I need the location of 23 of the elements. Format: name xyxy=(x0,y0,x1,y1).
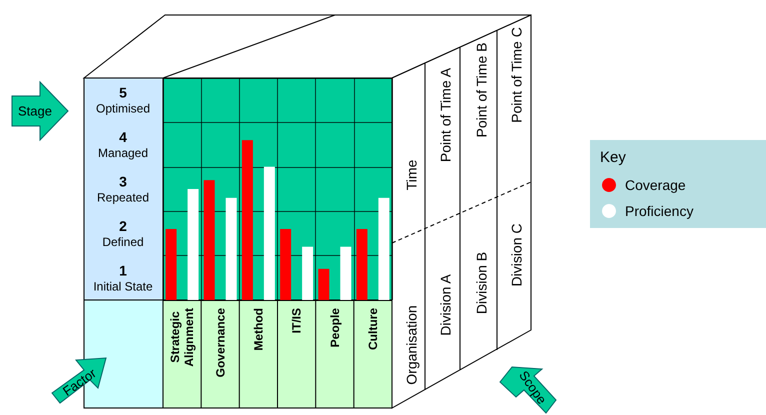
text: Division C xyxy=(508,223,525,287)
y-tick-label: 5 Optimised xyxy=(96,84,150,116)
text: Point of Time A xyxy=(438,67,454,162)
x-tick-label: Strategic Alignment xyxy=(168,308,196,367)
x-tick-label: People xyxy=(328,308,342,348)
x-tick-label: Culture xyxy=(366,308,380,350)
text: Time xyxy=(404,159,420,190)
text: Point of Time B xyxy=(474,42,490,138)
text: Stage xyxy=(18,103,52,118)
legend-label: Proficiency xyxy=(625,203,694,219)
text: Point of Time C xyxy=(508,27,525,123)
x-tick-label: Method xyxy=(251,308,266,351)
text: Organisation xyxy=(404,305,420,385)
text: Division A xyxy=(438,274,454,336)
x-tick-label: Governance xyxy=(213,308,228,378)
legend-label: Coverage xyxy=(625,177,686,193)
y-tick-label: 4 Managed xyxy=(98,129,148,160)
y-tick-label: 3 Repeated xyxy=(96,174,150,204)
legend-title: Key xyxy=(600,149,626,166)
y-tick-label: 2 Defined xyxy=(102,218,144,249)
y-tick-label: 1 Initial State xyxy=(93,262,154,294)
x-tick-label: IT/IS xyxy=(290,308,304,334)
text: Division B xyxy=(474,252,490,314)
